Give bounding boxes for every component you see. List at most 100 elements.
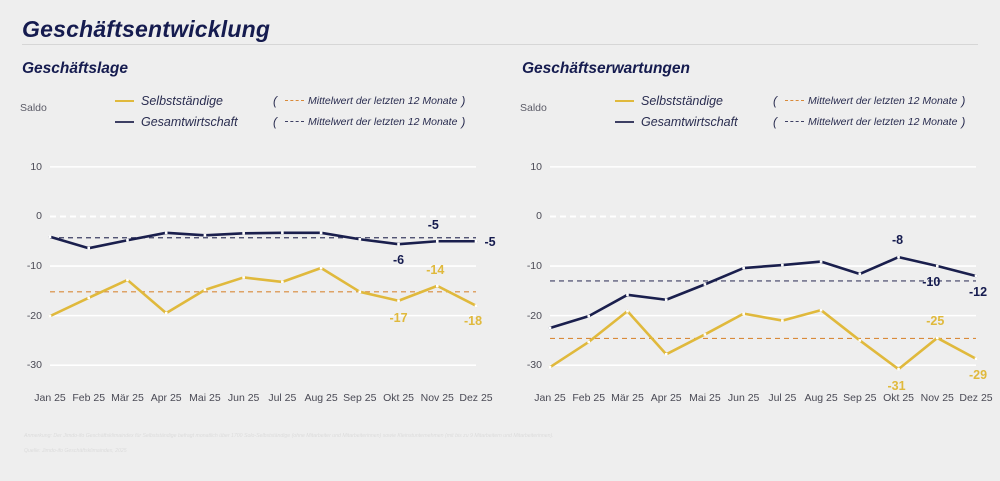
x-axis-labels-right: Jan 25 Feb 25 Mär 25 Apr 25 Mai 25 Jun 25 Jul … [522,392,992,408]
data-point-marker [164,311,168,315]
data-point-marker [474,239,478,243]
y-tick-label: -20 [526,309,542,322]
data-point-marker [87,246,91,250]
paren-open: ( [773,93,777,108]
paren-close: ) [961,93,966,108]
data-point-marker [435,284,439,288]
x-tick-label: Feb 25 [72,392,106,404]
data-label: -31 [887,379,906,394]
chart-svg [48,166,478,367]
legend-note-gesamtwirtschaft: ( Mittelwert der letzten 12 Monate ) [773,115,965,129]
data-point-marker [242,276,245,279]
x-tick-label: Jan 25 [534,392,566,404]
title-divider [22,44,978,45]
x-axis-labels-left: Jan 25 Feb 25 Mär 25 Apr 25 Mai 25 Jun 25 Jul … [22,392,492,408]
legend-row-gesamtwirtschaft: Gesamtwirtschaft ( Mittelwert der letzte… [115,111,465,132]
paren-open: ( [773,114,777,129]
legend-mean-text-self: Mittelwert der letzten 12 Monate [308,94,458,107]
x-tick-label: Dez 25 [459,392,493,404]
legend-right: Selbstständige ( Mittelwert der letzten … [615,90,965,132]
data-point-marker [897,255,900,259]
data-point-marker [319,266,323,270]
panel-title-left: Geschäftslage [22,60,128,77]
data-label: -17 [389,310,408,325]
x-tick-label: Mai 25 [189,392,221,404]
y-tick-label: -30 [526,359,542,372]
series-line-selbststaendige [548,308,978,371]
series-line-gesamtwirtschaft [48,231,478,250]
data-label: -8 [891,233,904,248]
data-point-marker [87,296,91,300]
legend-row-gesamtwirtschaft: Gesamtwirtschaft ( Mittelwert der letzte… [615,111,965,132]
data-point-marker [742,266,745,270]
x-tick-label: Aug 25 [304,392,338,404]
x-tick-label: Aug 25 [804,392,838,404]
dashed-line-orange-icon [785,100,804,101]
y-tick-label: -10 [526,260,542,273]
x-tick-label: Okt 25 [883,392,914,404]
paren-close: ) [461,93,466,108]
legend-label-gesamtwirtschaft: Gesamtwirtschaft [141,114,238,129]
data-point-marker [664,353,668,356]
data-label: -14 [426,262,445,277]
data-point-marker [664,298,668,302]
data-point-marker [897,367,900,371]
y-tick-label: -10 [26,260,42,273]
data-point-marker [397,299,400,303]
data-point-marker [819,260,823,263]
data-label: -12 [968,284,988,299]
x-tick-label: Mär 25 [111,392,144,404]
x-tick-label: Sep 25 [843,392,877,404]
legend-note-selbststaendige: ( Mittelwert der letzten 12 Monate ) [773,94,965,108]
data-label: -10 [922,275,941,290]
paren-open: ( [273,114,277,129]
chart-plot-geschaeftserwartungen: 10 0 -10 -20 -30 -8 -10 -12 -25 -31 -29 [522,152,987,394]
data-point-marker [48,235,52,239]
data-point-marker [858,339,862,342]
x-tick-label: Jul 25 [768,392,797,404]
data-point-marker [858,272,862,276]
x-tick-label: Jun 25 [227,392,260,404]
data-point-marker [703,333,707,336]
legend-label-gesamtwirtschaft: Gesamtwirtschaft [641,114,738,129]
data-label: -25 [926,313,945,328]
data-point-marker [781,319,784,322]
y-tick-label: -30 [26,359,42,372]
panel-title-right: Geschäftserwartungen [522,60,690,77]
data-point-marker [587,314,591,318]
data-point-marker [974,357,978,361]
data-point-marker [281,280,284,284]
data-point-marker [203,234,207,237]
legend-swatch-gesamtwirtschaft-icon [615,120,634,123]
x-tick-label: Jul 25 [268,392,297,404]
data-point-marker [819,308,823,312]
dashed-line-orange-icon [285,100,304,101]
x-tick-label: Mär 25 [611,392,644,404]
footnote-note: Anmerkung: Der Jimdo-ifo Geschäftsklimai… [24,433,554,439]
data-label: -5 [427,218,439,233]
y-tick-label: 0 [536,210,542,223]
data-point-marker [974,274,978,278]
chart-svg [548,166,978,371]
paren-close: ) [461,114,466,129]
legend-row-selbststaendige: Selbstständige ( Mittelwert der letzten … [615,90,965,111]
legend-label-selbststaendige: Selbstständige [641,93,724,108]
data-point-marker [48,314,52,318]
data-point-marker [548,365,552,369]
data-point-marker [164,231,168,235]
data-point-marker [126,278,129,282]
data-point-marker [935,336,939,340]
legend-label-selbststaendige: Selbstständige [141,93,224,108]
x-tick-label: Mai 25 [689,392,721,404]
y-tick-label: 0 [36,210,42,223]
legend-swatch-selbststaendige-icon [615,99,634,102]
data-point-marker [435,239,439,243]
data-point-marker [474,304,478,308]
data-point-marker [397,242,400,246]
data-point-marker [242,232,245,235]
data-point-marker [935,264,939,268]
series-line-gesamtwirtschaft [548,255,978,330]
page-title: Geschäftsentwicklung [22,16,271,42]
y-tick-label: -20 [26,309,42,322]
legend-row-selbststaendige: Selbstständige ( Mittelwert der letzten … [115,90,465,111]
